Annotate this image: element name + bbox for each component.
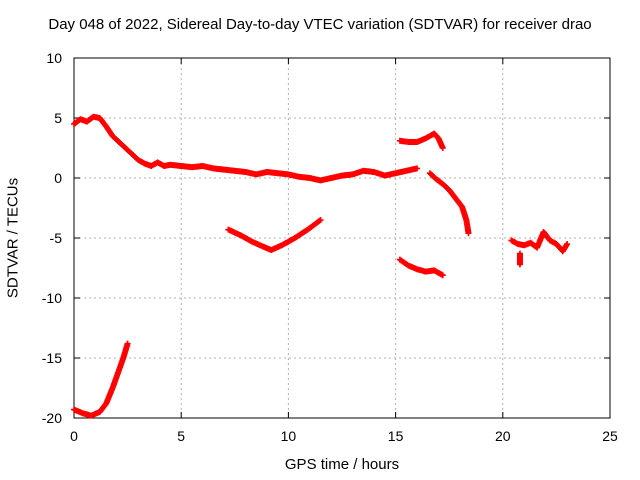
data-points xyxy=(71,113,571,419)
grid-lines xyxy=(74,58,610,418)
y-tick-label: -10 xyxy=(42,290,62,306)
x-tick-label: 10 xyxy=(281,428,297,444)
data-point xyxy=(414,165,421,172)
series-seg2 xyxy=(71,340,131,419)
axis-ticks: 0 5 10 15 20 25 -20 -15 -10 -5 0 5 10 xyxy=(42,50,618,444)
data-point xyxy=(124,340,131,347)
series-seg1 xyxy=(71,113,421,184)
x-tick-label: 15 xyxy=(388,428,404,444)
y-tick-label: 5 xyxy=(54,110,62,126)
y-tick-label: 10 xyxy=(46,50,62,66)
y-tick-label: -5 xyxy=(50,230,63,246)
series-seg8 xyxy=(516,250,523,268)
x-axis-label: GPS time / hours xyxy=(284,456,400,473)
data-point xyxy=(516,261,523,268)
series-seg5 xyxy=(396,256,446,279)
y-tick-label: 0 xyxy=(54,170,62,186)
data-point xyxy=(465,230,472,237)
data-point xyxy=(317,217,324,223)
x-tick-label: 0 xyxy=(70,428,78,444)
series-seg7 xyxy=(508,229,571,255)
x-tick-label: 20 xyxy=(495,428,511,444)
x-tick-label: 5 xyxy=(177,428,185,444)
data-point xyxy=(316,217,323,224)
chart-title: Day 048 of 2022, Sidereal Day-to-day VTE… xyxy=(48,16,592,33)
y-tick-label: -15 xyxy=(42,350,62,366)
y-tick-label: -20 xyxy=(42,410,62,426)
series-seg4 xyxy=(396,130,446,151)
series-seg6 xyxy=(426,170,472,237)
series-seg3 xyxy=(225,217,324,253)
x-tick-label: 25 xyxy=(602,428,618,444)
data-point xyxy=(564,241,571,247)
data-point xyxy=(439,272,446,279)
data-point xyxy=(439,145,446,151)
